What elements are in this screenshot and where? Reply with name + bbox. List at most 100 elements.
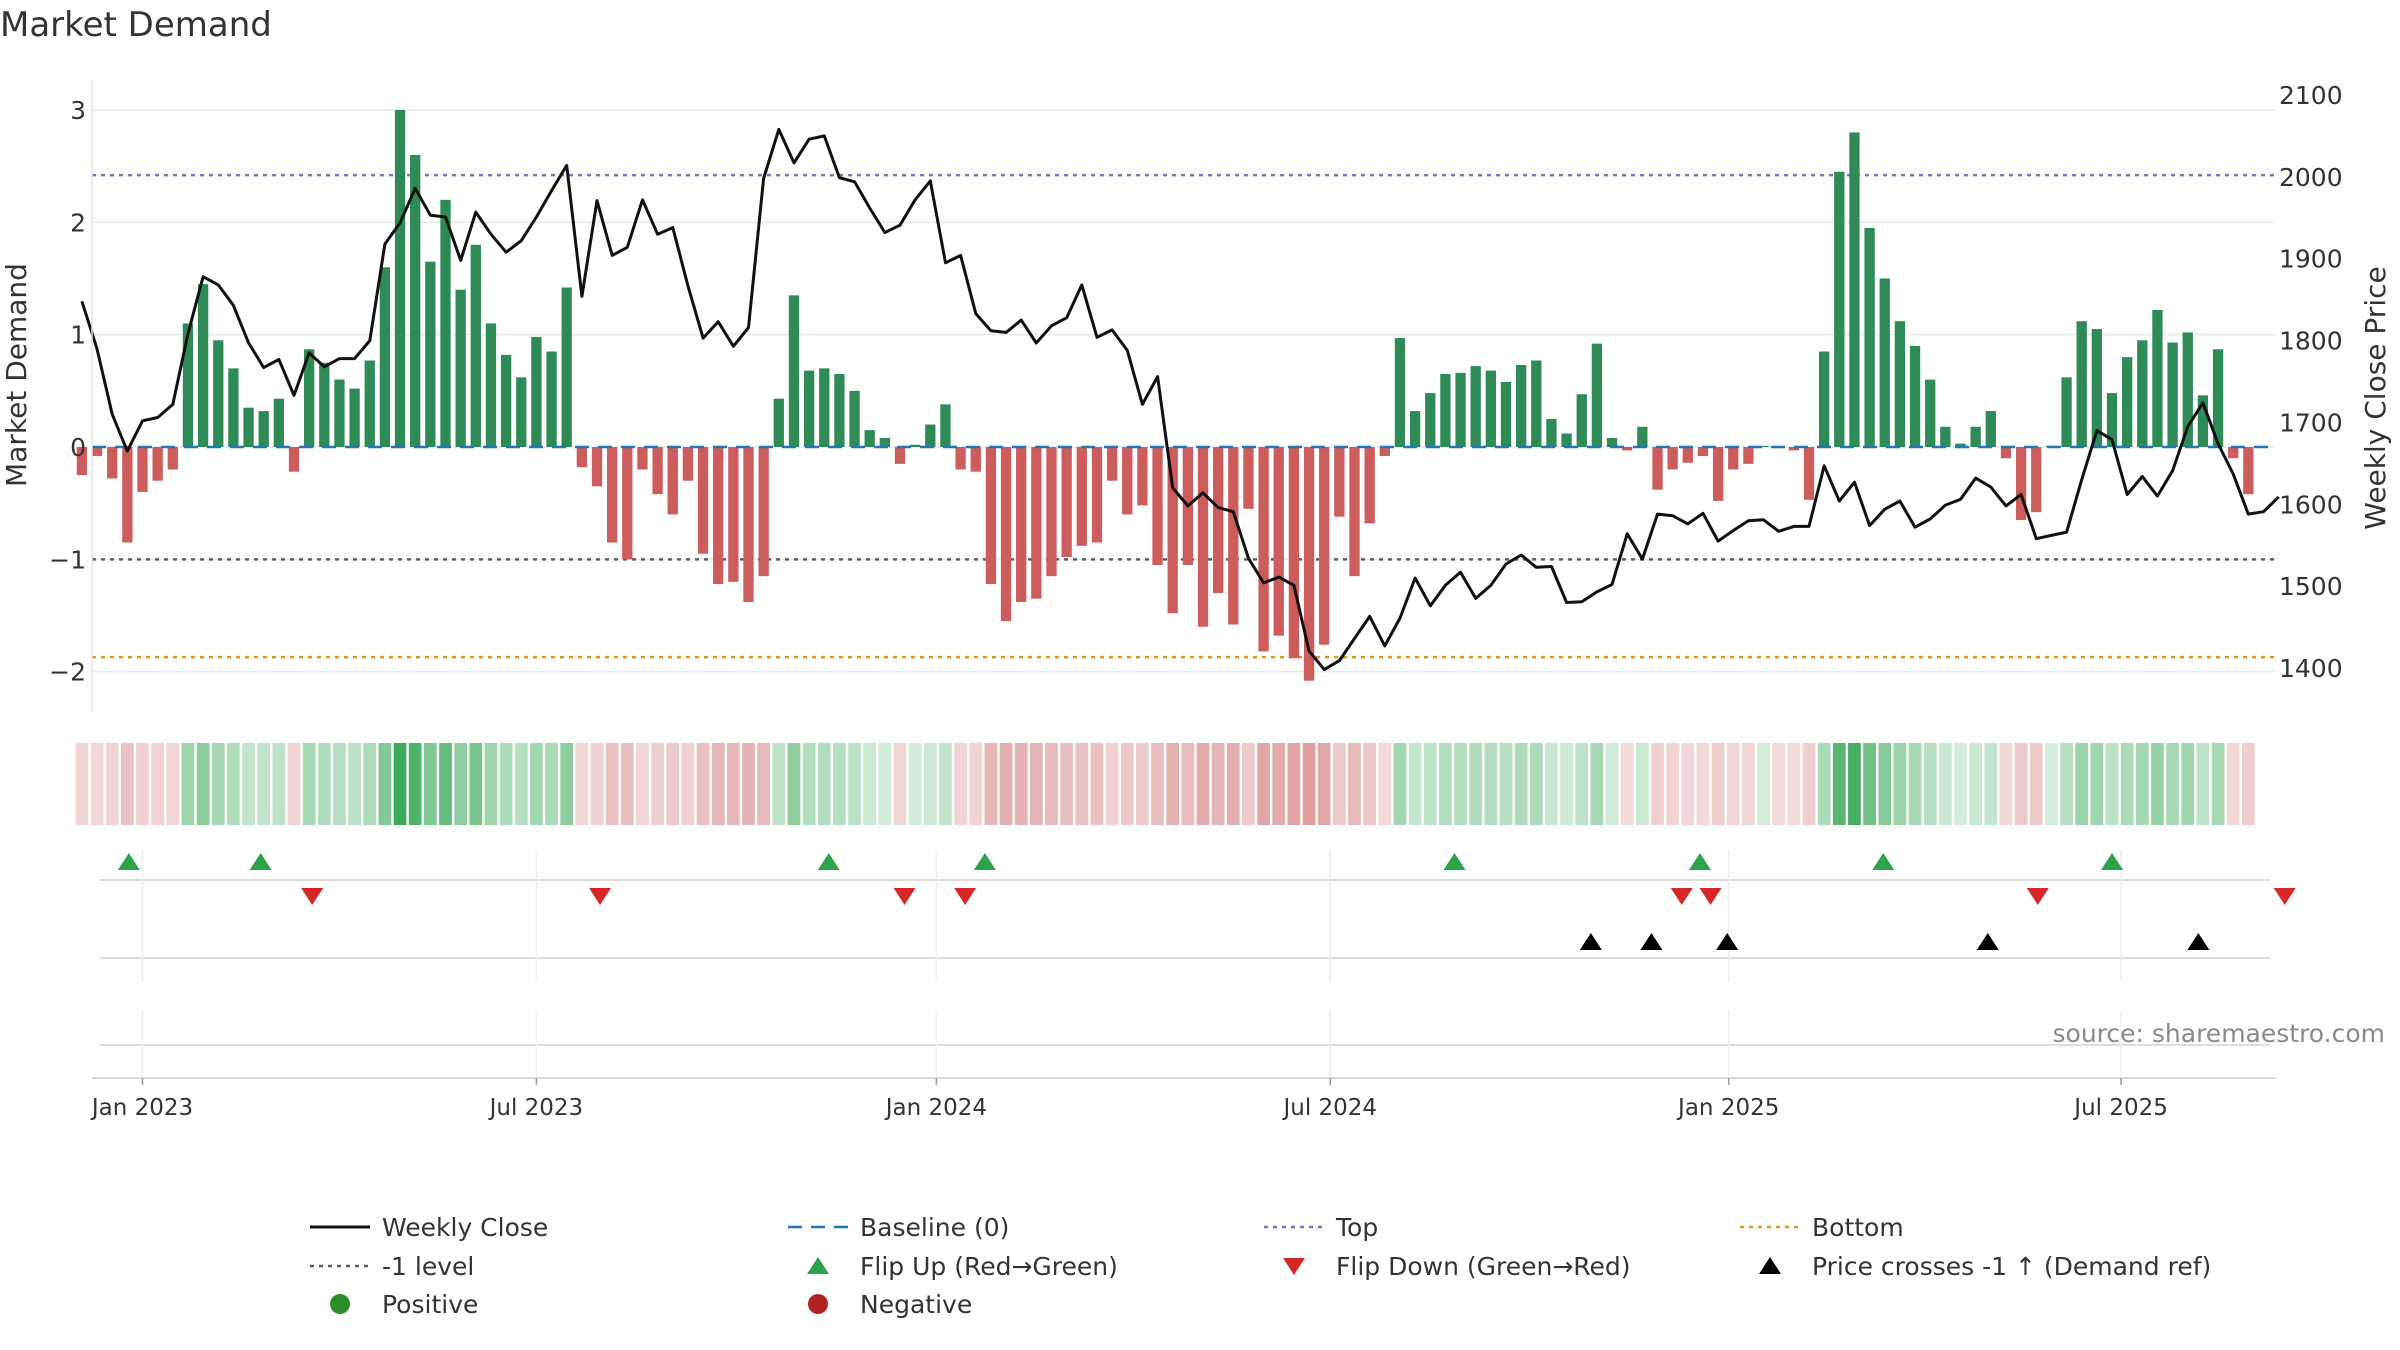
heat-cell <box>1575 743 1589 825</box>
demand-heat-strip <box>75 743 2255 825</box>
right-axis-label: Weekly Close Price <box>2359 266 2392 529</box>
heat-cell <box>1681 743 1695 825</box>
negative-bar <box>713 447 724 585</box>
positive-bar <box>925 424 936 447</box>
heat-cell <box>2014 743 2028 825</box>
negative-bar <box>2031 447 2042 513</box>
positive-bar <box>531 336 542 447</box>
flip-up-marker <box>1872 853 1895 870</box>
positive-bar <box>1985 411 1996 447</box>
negative-bar <box>652 447 663 495</box>
heat-cell <box>1772 743 1786 825</box>
positive-bar <box>2152 309 2163 447</box>
heat-cell <box>1999 743 2013 825</box>
positive-bar <box>940 404 951 447</box>
heat-cell <box>2075 743 2089 825</box>
positive-bar <box>1515 364 1527 447</box>
negative-bar <box>1197 447 1209 627</box>
negative-bar <box>2228 447 2239 459</box>
left-tick-label: 1 <box>70 321 86 350</box>
negative-bar <box>91 447 103 456</box>
heat-cell <box>1136 743 1149 825</box>
legend-item-negative: Negative <box>808 1290 972 1319</box>
negative-bar <box>606 447 618 543</box>
positive-bar <box>2137 340 2148 447</box>
positive-bar <box>1425 393 1436 447</box>
heat-cell <box>423 743 437 825</box>
positive-bar <box>2076 321 2087 447</box>
legend-label: -1 level <box>382 1252 474 1281</box>
positive-bar <box>364 360 375 447</box>
negative-bar <box>1212 447 1224 594</box>
heat-cell <box>757 743 771 825</box>
right-tick-label: 1600 <box>2279 490 2343 519</box>
flip-down-marker <box>301 888 324 905</box>
positive-bar <box>425 261 436 447</box>
negative-bar <box>1364 447 1375 524</box>
heat-cell <box>378 743 392 825</box>
negative-bar <box>1106 447 1118 481</box>
heat-cell <box>227 743 240 825</box>
negative-bar <box>1379 447 1390 456</box>
negative-bar <box>894 447 906 464</box>
heat-cell <box>742 743 755 825</box>
heat-cell <box>1545 743 1558 825</box>
heat-cell <box>923 743 937 825</box>
heat-cell <box>181 743 195 825</box>
heat-cell <box>1454 743 1467 825</box>
positive-bar <box>1909 345 1921 447</box>
demand-bars <box>76 110 2254 681</box>
heat-cell <box>75 743 89 825</box>
heat-cell <box>2029 743 2043 825</box>
heat-cell <box>1984 743 1998 825</box>
positive-bar <box>516 377 527 447</box>
negative-bar <box>1228 447 1239 625</box>
negative-bar <box>1076 447 1087 546</box>
heat-cell <box>2196 743 2210 825</box>
heat-cell <box>1181 743 1195 825</box>
positive-bar <box>228 368 239 447</box>
heat-cell <box>166 743 180 825</box>
positive-bar <box>1440 373 1451 447</box>
negative-bar <box>1288 447 1300 659</box>
positive-bar <box>1394 338 1406 447</box>
heat-cell <box>1378 743 1392 825</box>
positive-bar <box>1546 418 1557 447</box>
heat-cell <box>817 743 831 825</box>
heat-cell <box>1120 743 1134 825</box>
heat-cell <box>1196 743 1210 825</box>
negative-bar <box>2243 447 2254 495</box>
heat-cell <box>969 743 983 825</box>
positive-bar <box>1591 343 1603 447</box>
positive-bar <box>1531 360 1542 447</box>
heat-cell <box>1938 743 1952 825</box>
heat-cell <box>1257 743 1270 825</box>
negative-bar <box>107 447 118 479</box>
negative-bar <box>985 447 997 585</box>
heat-cell <box>2226 743 2240 825</box>
heat-cell <box>272 743 286 825</box>
negative-bar <box>2000 447 2012 459</box>
left-axis: 3 2 1 0 −1 −2 <box>49 80 93 712</box>
heat-cell <box>257 743 271 825</box>
right-tick-label: 1900 <box>2279 245 2343 274</box>
heat-cell <box>908 743 922 825</box>
positive-bar <box>1576 394 1587 447</box>
negative-bar <box>1682 447 1693 463</box>
heat-cell <box>1969 743 1983 825</box>
positive-bar <box>546 351 557 447</box>
heat-cell <box>1211 743 1225 825</box>
negative-bar <box>1091 447 1103 543</box>
heat-cell <box>1302 743 1316 825</box>
heat-cell <box>1484 743 1498 825</box>
legend-label: Price crosses -1 ↑ (Demand ref) <box>1812 1252 2211 1281</box>
heat-cell <box>772 743 786 825</box>
negative-bar <box>622 447 633 560</box>
heat-cell <box>1635 743 1649 825</box>
left-tick-label: −2 <box>49 658 86 687</box>
negative-bar <box>1046 447 1057 577</box>
right-tick-label: 1700 <box>2279 408 2343 437</box>
negative-bar <box>76 447 88 476</box>
heat-cell <box>1469 743 1483 825</box>
